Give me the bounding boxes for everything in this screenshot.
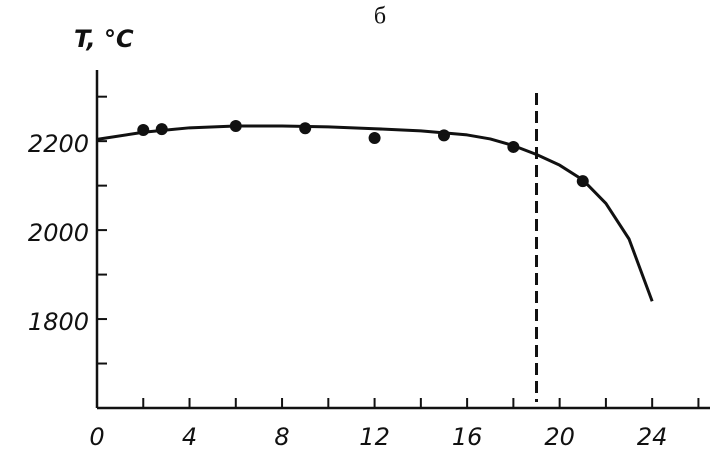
chart-title: б bbox=[374, 4, 386, 30]
y-tick-label: 2200 bbox=[28, 130, 89, 158]
x-tick-label: 12 bbox=[359, 423, 390, 451]
data-point bbox=[299, 122, 312, 135]
x-tick-label: 24 bbox=[637, 423, 668, 451]
data-point bbox=[368, 132, 381, 145]
y-axis-label: T, °C bbox=[74, 25, 134, 53]
x-tick-label: 16 bbox=[452, 423, 483, 451]
x-tick-label: 0 bbox=[89, 423, 104, 451]
y-tick-label: 1800 bbox=[28, 308, 89, 336]
y-tick-label: 2000 bbox=[28, 219, 89, 247]
x-tick-label: 8 bbox=[274, 423, 289, 451]
x-tick-label: 20 bbox=[544, 423, 575, 451]
curve bbox=[96, 124, 654, 302]
x-tick-label: 4 bbox=[182, 423, 197, 451]
